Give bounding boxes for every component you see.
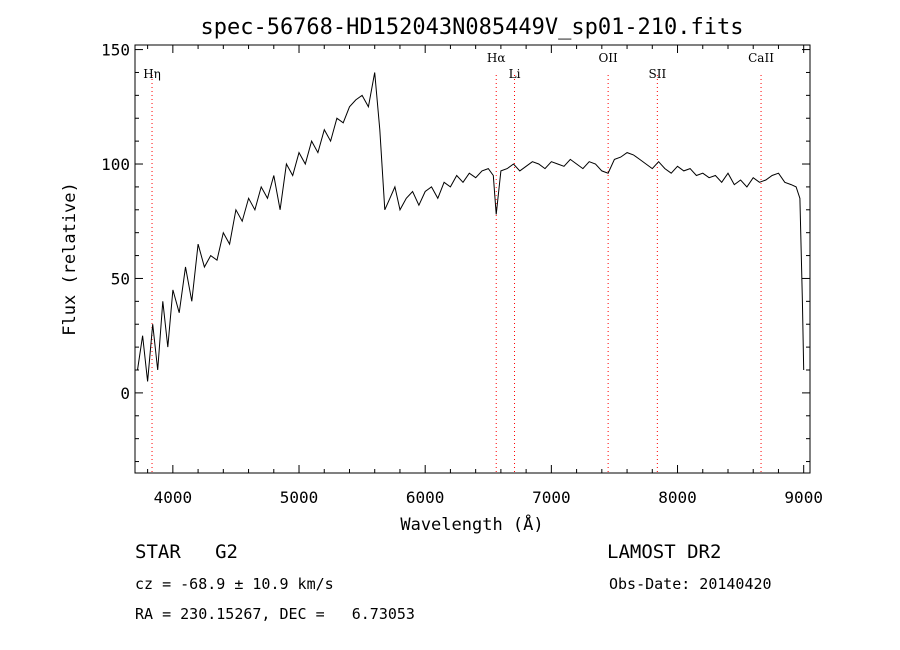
x-axis: 4000 5000 6000 7000 8000 9000 [147, 45, 823, 507]
spectrum-series-line [137, 72, 805, 382]
spectral-line-label: CaII [748, 51, 774, 65]
y-tick-label: 50 [111, 269, 130, 288]
plot-frame [134, 44, 811, 474]
spectral-line-label: Li [509, 67, 521, 81]
x-tick-label: 4000 [154, 488, 193, 507]
y-axis-label: Flux (relative) [60, 182, 80, 336]
spectral-line-label: Hα [487, 51, 506, 65]
survey-name: LAMOST DR2 [607, 541, 722, 563]
spectral-line-label: OII [598, 51, 618, 65]
x-axis-label: Wavelength (Å) [400, 513, 543, 535]
observation-date: Obs-Date: 20140420 [609, 575, 772, 593]
x-tick-label: 8000 [658, 488, 697, 507]
y-tick-label: 150 [101, 41, 130, 60]
x-tick-label: 6000 [406, 488, 445, 507]
spectral-line-label: Hη [143, 67, 161, 81]
x-tick-label: 9000 [784, 488, 823, 507]
spectral-line-label: SII [648, 67, 666, 81]
redshift-readout: cz = -68.9 ± 10.9 km/s [135, 575, 334, 593]
chart-title: spec-56768-HD152043N085449V_sp01-210.fit… [200, 15, 743, 40]
x-tick-label: 5000 [280, 488, 319, 507]
y-axis: 0 50 100 150 [101, 41, 810, 463]
y-tick-label: 0 [120, 384, 130, 403]
coordinates-readout: RA = 230.15267, DEC = 6.73053 [135, 605, 415, 623]
x-tick-label: 7000 [532, 488, 571, 507]
object-class: STAR G2 [135, 541, 238, 563]
y-tick-label: 100 [101, 155, 130, 174]
